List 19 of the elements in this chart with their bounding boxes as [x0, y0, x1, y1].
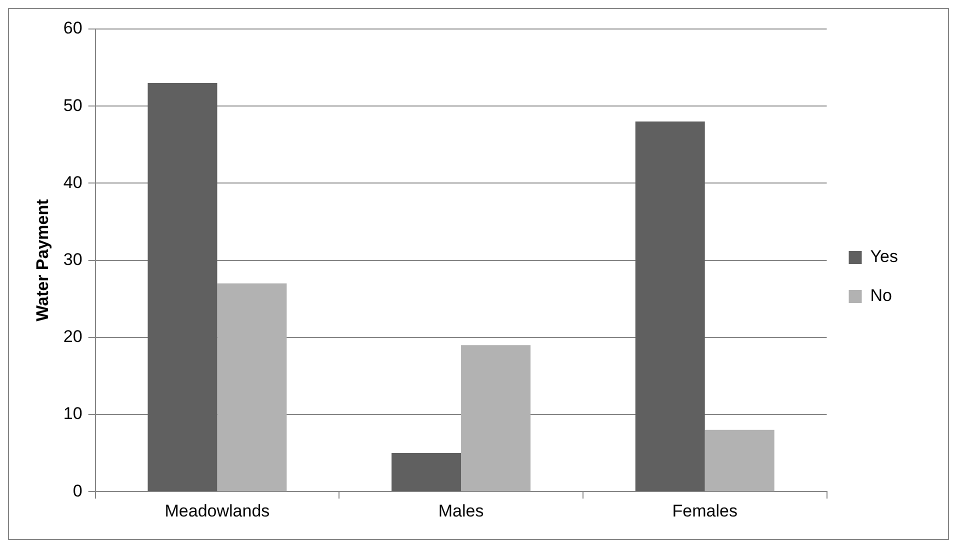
y-tick-label: 40 [63, 172, 82, 192]
bar [635, 122, 705, 492]
x-tick-label: Males [438, 501, 484, 520]
bar [392, 453, 462, 492]
y-tick-label: 0 [72, 481, 82, 500]
bar [704, 430, 774, 492]
y-tick-label: 60 [63, 18, 82, 38]
y-tick-label: 20 [63, 327, 82, 346]
y-tick-label: 10 [63, 404, 82, 424]
y-tick-label: 50 [63, 96, 82, 115]
x-tick-label: Females [672, 501, 738, 520]
y-axis-title: Water Payment [32, 198, 52, 322]
x-tick-label: Meadowlands [164, 501, 270, 520]
bar [461, 345, 531, 492]
legend-label: No [870, 286, 892, 306]
y-tick-label: 30 [63, 250, 82, 269]
legend-label: Yes [870, 247, 898, 266]
bar [217, 283, 287, 492]
bar [148, 82, 218, 492]
